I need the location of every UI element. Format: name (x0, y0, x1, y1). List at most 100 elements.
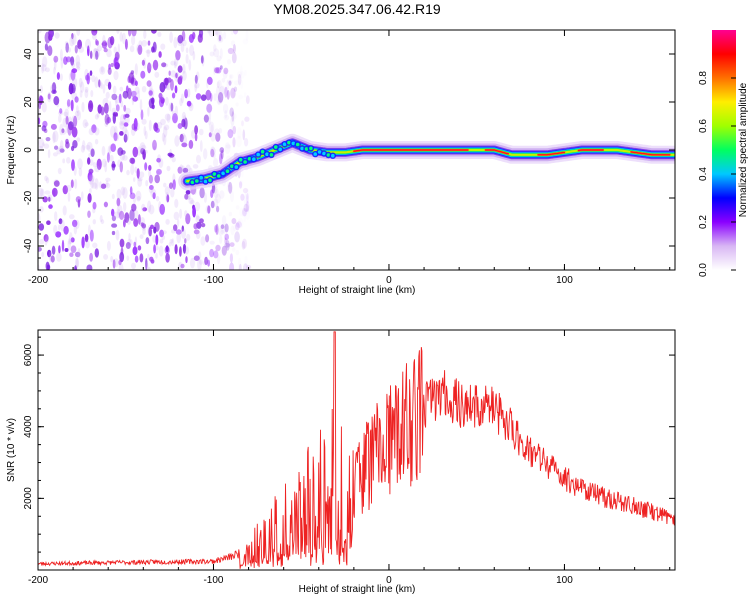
ridge-blob-core (291, 141, 296, 146)
noise-speck (118, 263, 124, 270)
ridge-blob-core (195, 179, 199, 183)
noise-speck (181, 228, 186, 240)
noise-speck (105, 177, 111, 182)
noise-speck (141, 59, 145, 66)
noise-speck (111, 208, 115, 217)
noise-speck (60, 219, 65, 232)
noise-speck (179, 246, 182, 257)
noise-speck (85, 240, 90, 249)
x-tick-label: -200 (28, 575, 48, 586)
noise-speck (126, 169, 130, 176)
noise-speck (122, 155, 128, 161)
noise-speck (213, 187, 219, 199)
noise-speck (207, 259, 211, 267)
noise-speck (61, 128, 65, 133)
ridge-blob-core (269, 153, 274, 157)
noise-speck (52, 130, 59, 143)
noise-speck (112, 112, 117, 124)
noise-speck (165, 218, 170, 225)
noise-speck (245, 201, 250, 213)
noise-speck (187, 88, 191, 98)
noise-speck (213, 198, 219, 207)
noise-speck (190, 199, 195, 205)
noise-speck (164, 77, 169, 86)
noise-speck (243, 263, 249, 270)
noise-speck (205, 234, 210, 243)
noise-speck (53, 66, 56, 75)
noise-speck (192, 206, 197, 218)
ridge-blob-core (295, 142, 300, 147)
noise-speck (217, 227, 224, 236)
noise-speck (102, 34, 106, 47)
y-tick-label: 4000 (23, 415, 34, 438)
noise-speck (230, 116, 235, 126)
noise-speck (148, 174, 153, 184)
noise-speck (217, 99, 223, 105)
noise-speck (206, 76, 213, 85)
ridge-blob-core (313, 152, 318, 156)
noise-speck (213, 44, 217, 52)
noise-speck (124, 212, 130, 224)
ridge-blob-core (278, 147, 283, 152)
noise-speck (111, 215, 116, 222)
noise-speck (168, 70, 171, 76)
noise-speck (219, 152, 223, 165)
noise-speck (147, 266, 151, 270)
noise-speck (99, 66, 106, 75)
noise-speck (70, 179, 74, 188)
ridge-blob-core (274, 145, 278, 149)
noise-speck (119, 86, 124, 92)
noise-speck (233, 224, 237, 232)
noise-speck (214, 225, 218, 233)
noise-speck (175, 72, 178, 79)
noise-speck (226, 79, 230, 90)
noise-speck (174, 135, 180, 147)
noise-speck (100, 183, 107, 189)
noise-speck (155, 127, 160, 133)
noise-speck (179, 133, 184, 143)
noise-speck (185, 53, 189, 64)
noise-speck (194, 132, 198, 142)
noise-speck (70, 62, 76, 68)
noise-speck (115, 97, 118, 107)
noise-speck (166, 113, 171, 123)
noise-speck (85, 38, 91, 50)
noise-speck (222, 70, 228, 79)
noise-speck (42, 142, 45, 147)
noise-speck (224, 142, 231, 155)
noise-speck (147, 253, 150, 260)
noise-speck (158, 245, 164, 257)
noise-speck (177, 34, 184, 44)
noise-speck (209, 248, 215, 258)
noise-speck (219, 235, 223, 244)
noise-speck (80, 144, 86, 153)
noise-speck (199, 187, 205, 199)
noise-speck (148, 169, 152, 178)
noise-speck (177, 123, 183, 129)
noise-speck (213, 250, 219, 259)
noise-speck (115, 112, 118, 117)
noise-speck (228, 181, 233, 194)
noise-speck (156, 157, 161, 163)
noise-speck (47, 194, 53, 202)
noise-speck (161, 235, 166, 240)
ridge-blob-core (199, 175, 203, 180)
noise-speck (144, 162, 148, 171)
noise-speck (235, 249, 240, 256)
noise-speck (50, 84, 54, 94)
noise-speck (143, 125, 147, 136)
noise-speck (148, 90, 153, 96)
noise-speck (170, 70, 176, 78)
noise-speck (72, 219, 78, 228)
noise-speck (137, 146, 142, 156)
noise-speck (57, 224, 61, 231)
noise-speck (154, 174, 160, 184)
noise-speck (232, 30, 239, 35)
noise-speck (139, 234, 144, 240)
noise-speck (92, 201, 97, 210)
noise-speck (69, 214, 75, 220)
noise-speck (91, 30, 98, 36)
noise-speck (91, 124, 97, 133)
noise-speck (194, 125, 199, 135)
noise-speck (232, 125, 237, 135)
